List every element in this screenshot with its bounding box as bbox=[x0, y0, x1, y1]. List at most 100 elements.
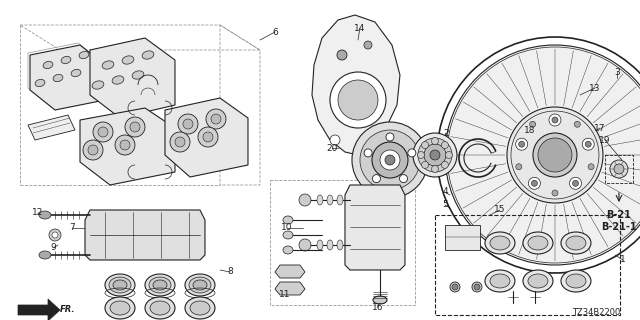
Ellipse shape bbox=[53, 74, 63, 82]
Ellipse shape bbox=[523, 232, 553, 254]
Ellipse shape bbox=[299, 239, 311, 251]
Circle shape bbox=[422, 142, 429, 148]
Circle shape bbox=[610, 160, 628, 178]
Circle shape bbox=[175, 137, 185, 147]
Circle shape bbox=[614, 164, 624, 174]
Text: 11: 11 bbox=[279, 291, 291, 300]
Ellipse shape bbox=[149, 277, 171, 293]
Ellipse shape bbox=[35, 79, 45, 87]
Circle shape bbox=[422, 161, 429, 168]
Polygon shape bbox=[18, 299, 60, 320]
Circle shape bbox=[570, 177, 582, 189]
Circle shape bbox=[211, 114, 221, 124]
Ellipse shape bbox=[523, 270, 553, 292]
Circle shape bbox=[83, 140, 103, 160]
Ellipse shape bbox=[283, 231, 293, 239]
Text: 5: 5 bbox=[442, 201, 448, 210]
Polygon shape bbox=[165, 98, 248, 177]
Text: 17: 17 bbox=[594, 124, 605, 132]
Circle shape bbox=[417, 151, 424, 158]
Ellipse shape bbox=[472, 282, 482, 292]
Text: 14: 14 bbox=[355, 23, 365, 33]
Circle shape bbox=[552, 117, 558, 123]
Circle shape bbox=[585, 141, 591, 147]
Text: 15: 15 bbox=[494, 205, 506, 214]
Circle shape bbox=[198, 127, 218, 147]
Circle shape bbox=[360, 130, 420, 190]
Text: 2: 2 bbox=[443, 129, 449, 138]
Ellipse shape bbox=[110, 301, 130, 315]
Circle shape bbox=[120, 140, 130, 150]
Circle shape bbox=[452, 284, 458, 290]
Text: 4: 4 bbox=[442, 188, 448, 196]
Circle shape bbox=[549, 114, 561, 126]
Circle shape bbox=[352, 122, 428, 198]
Circle shape bbox=[206, 109, 226, 129]
Ellipse shape bbox=[283, 216, 293, 224]
Ellipse shape bbox=[150, 301, 170, 315]
Circle shape bbox=[330, 135, 340, 145]
Circle shape bbox=[516, 164, 522, 170]
Circle shape bbox=[380, 150, 400, 170]
Ellipse shape bbox=[528, 236, 548, 250]
Ellipse shape bbox=[299, 194, 311, 206]
Ellipse shape bbox=[105, 274, 135, 296]
Bar bbox=[435, 215, 620, 315]
Ellipse shape bbox=[105, 297, 135, 319]
Text: B-21-1: B-21-1 bbox=[601, 222, 637, 232]
Circle shape bbox=[507, 107, 603, 203]
Polygon shape bbox=[80, 108, 175, 185]
Ellipse shape bbox=[528, 274, 548, 288]
Ellipse shape bbox=[373, 296, 387, 304]
Ellipse shape bbox=[43, 61, 53, 68]
Ellipse shape bbox=[327, 240, 333, 250]
Text: 20: 20 bbox=[326, 143, 338, 153]
Ellipse shape bbox=[71, 69, 81, 76]
Circle shape bbox=[183, 119, 193, 129]
Ellipse shape bbox=[189, 277, 211, 293]
Circle shape bbox=[364, 41, 372, 49]
Circle shape bbox=[474, 284, 480, 290]
Circle shape bbox=[516, 138, 527, 150]
Text: 7: 7 bbox=[69, 223, 75, 233]
Ellipse shape bbox=[190, 301, 210, 315]
Text: 6: 6 bbox=[272, 28, 278, 36]
Polygon shape bbox=[90, 38, 175, 118]
Circle shape bbox=[170, 132, 190, 152]
Ellipse shape bbox=[142, 51, 154, 59]
Ellipse shape bbox=[337, 195, 343, 205]
Polygon shape bbox=[345, 185, 405, 270]
Polygon shape bbox=[30, 45, 105, 110]
Text: 19: 19 bbox=[599, 135, 611, 145]
Ellipse shape bbox=[39, 251, 51, 259]
Ellipse shape bbox=[153, 280, 167, 290]
Circle shape bbox=[445, 45, 640, 265]
Ellipse shape bbox=[109, 277, 131, 293]
Circle shape bbox=[445, 151, 452, 158]
Text: 10: 10 bbox=[281, 223, 292, 233]
Ellipse shape bbox=[102, 61, 114, 69]
Circle shape bbox=[386, 133, 394, 141]
Text: 1: 1 bbox=[620, 255, 626, 265]
Text: FR.: FR. bbox=[60, 306, 76, 315]
Bar bbox=[270, 180, 415, 305]
Bar bbox=[605, 155, 633, 183]
Circle shape bbox=[178, 114, 198, 134]
Text: 8: 8 bbox=[227, 268, 233, 276]
Text: 12: 12 bbox=[32, 209, 44, 218]
Ellipse shape bbox=[413, 133, 457, 177]
Circle shape bbox=[538, 138, 572, 172]
Circle shape bbox=[442, 161, 449, 168]
Circle shape bbox=[530, 121, 536, 127]
Ellipse shape bbox=[566, 274, 586, 288]
Ellipse shape bbox=[283, 246, 293, 254]
Ellipse shape bbox=[485, 232, 515, 254]
Circle shape bbox=[399, 175, 408, 183]
Ellipse shape bbox=[327, 195, 333, 205]
Circle shape bbox=[372, 142, 408, 178]
Bar bbox=[445, 225, 480, 250]
Polygon shape bbox=[28, 115, 75, 140]
Circle shape bbox=[52, 232, 58, 238]
Ellipse shape bbox=[132, 71, 144, 79]
Text: TZ34B2200: TZ34B2200 bbox=[572, 308, 620, 317]
